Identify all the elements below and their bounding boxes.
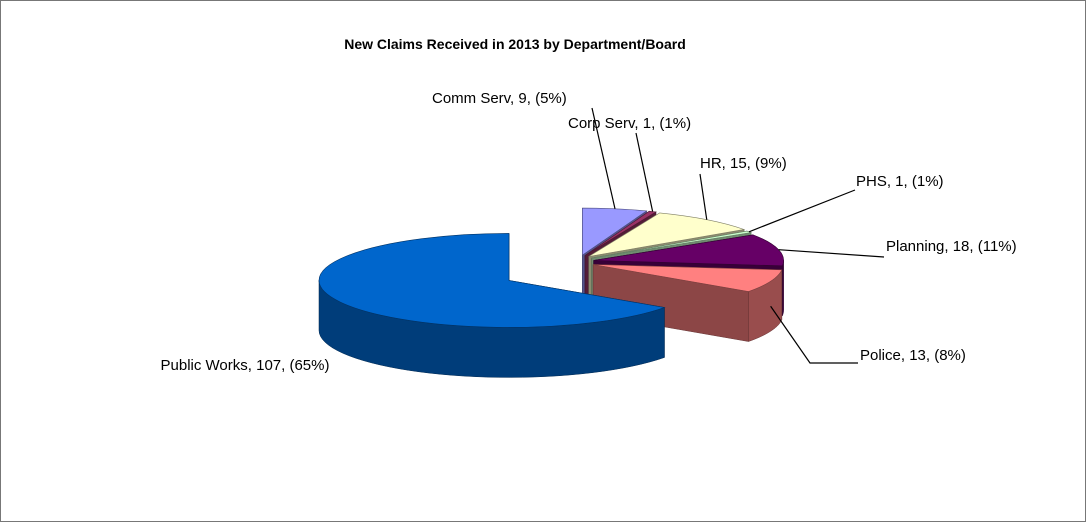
leader-line <box>748 189 856 233</box>
leader-line <box>770 305 858 364</box>
slice <box>582 207 648 256</box>
slice <box>593 264 783 292</box>
data-label: PHS, 1, (1%) <box>856 173 944 190</box>
leader-line <box>635 132 654 212</box>
slice-side <box>782 260 784 316</box>
leader-line <box>778 249 885 258</box>
slice <box>593 234 784 267</box>
data-label: Police, 13, (8%) <box>860 347 966 364</box>
slice <box>584 210 657 256</box>
chart-title: New Claims Received in 2013 by Departmen… <box>344 36 686 52</box>
slice <box>318 233 666 328</box>
data-label: HR, 15, (9%) <box>700 155 787 172</box>
data-label: Public Works, 107, (65%) <box>160 357 330 374</box>
data-label: Planning, 18, (11%) <box>886 238 1017 255</box>
leader-line <box>699 173 708 220</box>
data-label: Corp Serv, 1, (1%) <box>568 115 692 132</box>
leader-line <box>591 107 616 209</box>
data-label: Comm Serv, 9, (5%) <box>432 90 567 107</box>
